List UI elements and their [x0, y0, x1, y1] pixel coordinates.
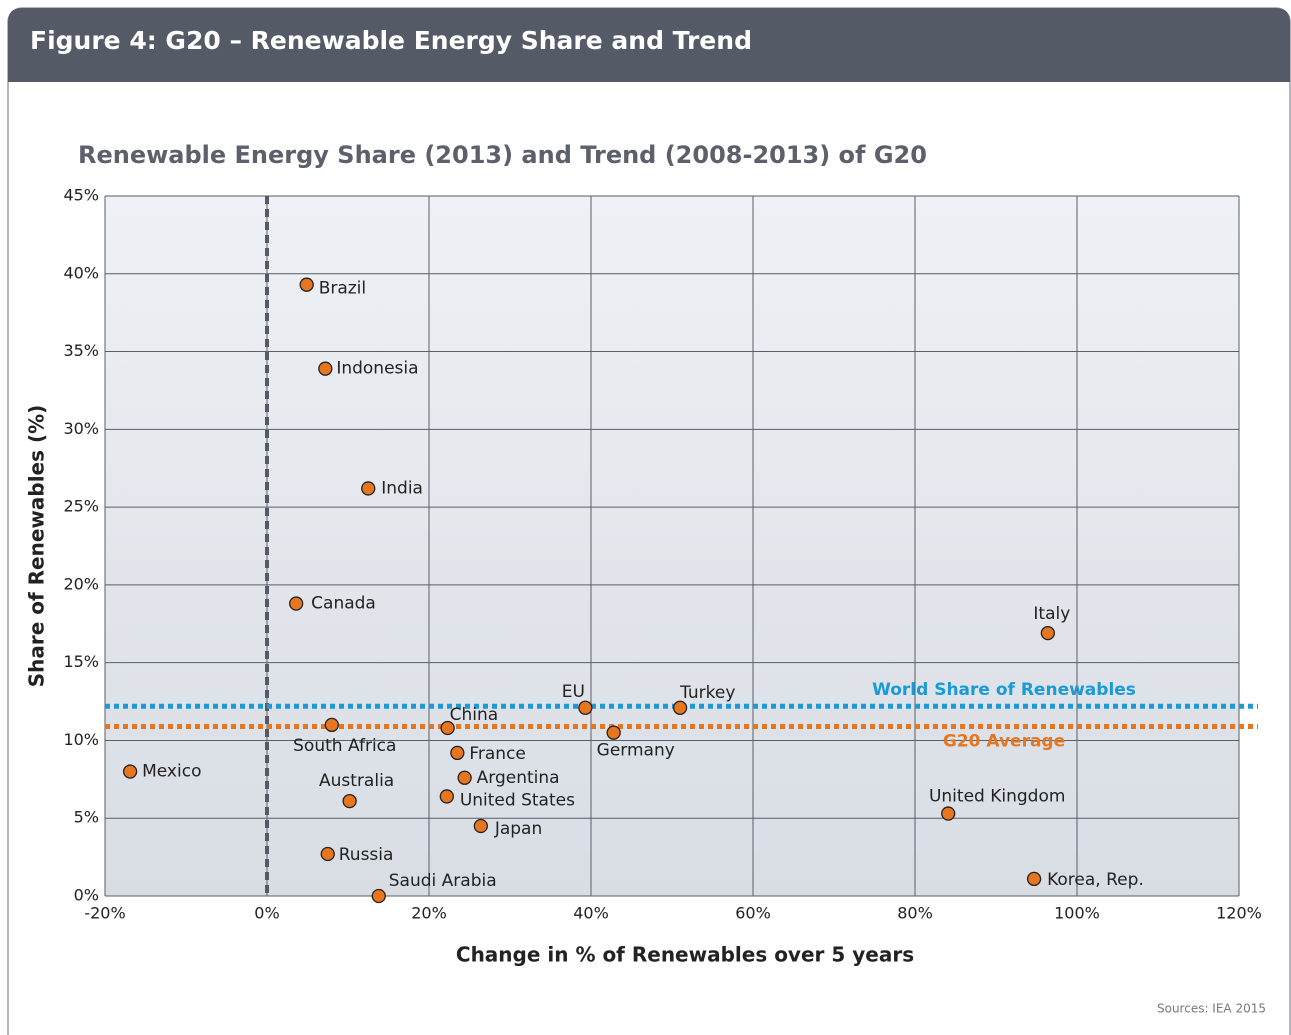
point-label: South Africa — [293, 736, 396, 756]
source: Sources: IEA 2015 — [1157, 1002, 1266, 1016]
x-tick-label: 20% — [411, 904, 447, 923]
point-label: Australia — [319, 771, 394, 791]
point-label: Saudi Arabia — [389, 871, 497, 891]
point — [1026, 871, 1042, 887]
point-label: China — [450, 705, 499, 725]
point — [457, 770, 472, 785]
y-tick-label: 35% — [63, 341, 99, 360]
plot-area — [105, 196, 1239, 896]
point — [320, 846, 335, 862]
point — [450, 745, 465, 761]
point-label: France — [469, 744, 526, 764]
point-label: Canada — [311, 594, 376, 614]
reference-label: World Share of Renewables — [872, 680, 1136, 700]
point — [439, 789, 454, 804]
x-axis-title: Change in % of Renewables over 5 years — [456, 943, 914, 967]
point-label: Argentina — [477, 768, 560, 788]
header: Figure 4: G20 – Renewable Energy Share a… — [30, 26, 752, 55]
y-tick-label: 25% — [63, 497, 99, 516]
point — [342, 793, 357, 809]
point — [371, 888, 386, 904]
point — [941, 806, 956, 821]
y-tick-label: 20% — [63, 574, 99, 593]
header-bar — [8, 8, 1290, 82]
x-tick-label: -20% — [84, 904, 125, 923]
point-label: Korea, Rep. — [1047, 870, 1144, 890]
point — [440, 720, 455, 736]
point-label: EU — [562, 682, 585, 702]
y-tick-label: 45% — [63, 186, 99, 205]
point — [289, 596, 304, 611]
x-tick-label: 0% — [254, 904, 279, 923]
point-label: Mexico — [142, 762, 201, 782]
point — [1040, 625, 1055, 641]
point — [299, 277, 314, 292]
y-axis-title: Share of Renewables (%) — [25, 405, 49, 688]
point-label: Turkey — [679, 683, 735, 703]
point-label: Japan — [494, 819, 542, 839]
point-label: Indonesia — [336, 359, 418, 379]
point — [578, 700, 593, 715]
point — [473, 818, 488, 834]
x-tick-label: 60% — [735, 904, 771, 923]
x-tick-label: 120% — [1216, 904, 1262, 923]
point-label: India — [381, 478, 423, 498]
y-tick-label: 40% — [63, 263, 99, 282]
x-tick-label: 40% — [573, 904, 609, 923]
point-label: Russia — [339, 845, 394, 865]
y-tick-label: 0% — [74, 886, 99, 905]
point-label: United States — [460, 790, 575, 810]
y-tick-label: 30% — [63, 419, 99, 438]
reference-label: G20 Average — [943, 731, 1065, 751]
y-tick-label: 15% — [63, 652, 99, 671]
chart-title: Renewable Energy Share (2013) and Trend … — [78, 141, 927, 169]
y-tick-label: 10% — [63, 730, 99, 749]
point — [318, 361, 333, 376]
point-label: Italy — [1033, 604, 1070, 624]
point — [324, 717, 339, 733]
point-label: United Kingdom — [929, 787, 1065, 807]
y-tick-label: 5% — [74, 808, 99, 827]
point-label: Germany — [597, 741, 675, 761]
x-tick-label: 80% — [897, 904, 933, 923]
point — [361, 481, 376, 496]
point — [122, 764, 138, 779]
point — [606, 725, 621, 740]
x-tick-label: 100% — [1054, 904, 1100, 923]
point — [672, 700, 688, 715]
point-label: Brazil — [319, 279, 366, 299]
